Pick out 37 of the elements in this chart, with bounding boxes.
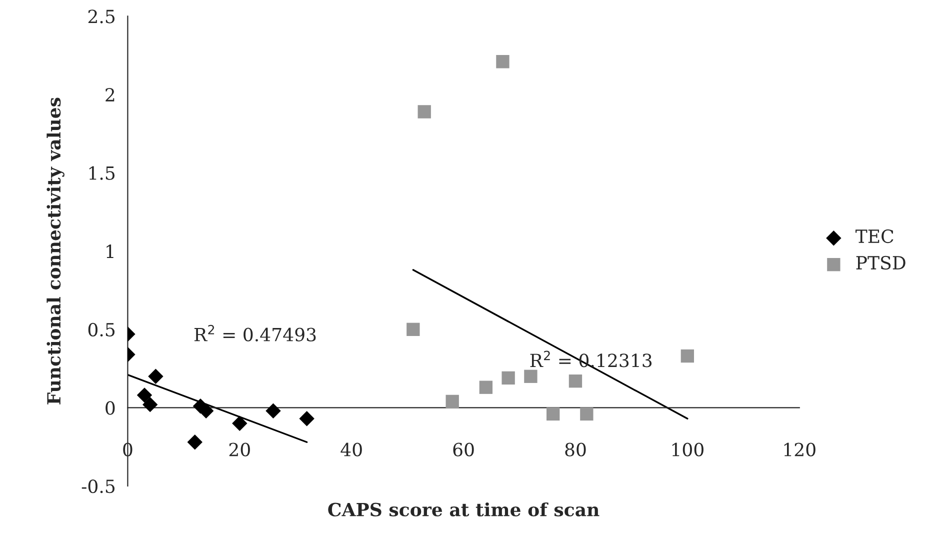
y-tick-label: 1	[106, 244, 114, 258]
y-tick-label: 2.5	[88, 10, 115, 24]
x-tick-label: 60	[453, 442, 474, 456]
point	[299, 411, 314, 426]
x-tick-label: 40	[340, 442, 362, 456]
point	[568, 374, 582, 388]
point	[502, 371, 515, 385]
annotation: R$^{2}$ = 0.47493	[194, 324, 316, 342]
y-axis-title: Functional connectivity values	[46, 98, 64, 404]
y-tick-label: 1.5	[89, 166, 115, 180]
point	[136, 388, 152, 403]
y-tick-label: 0.5	[88, 322, 115, 337]
y-tick-label: -0.5	[82, 479, 115, 494]
legend-label: TEC	[856, 229, 894, 244]
point	[148, 368, 164, 384]
annotation: R$^{2}$ = 0.12313	[530, 350, 652, 368]
legend-label: PTSD	[856, 256, 906, 270]
point	[418, 105, 431, 118]
point	[479, 380, 493, 394]
point	[496, 55, 510, 68]
y-tick-label: 0	[106, 401, 115, 415]
x-tick-label: 80	[565, 442, 586, 456]
point	[187, 434, 202, 450]
x-tick-label: 120	[784, 442, 816, 456]
x-tick-label: 100	[672, 442, 704, 456]
point	[580, 407, 594, 421]
point	[232, 416, 248, 431]
point	[266, 403, 281, 418]
point	[446, 394, 459, 408]
point	[680, 349, 694, 363]
y-tick-label: 2	[106, 88, 114, 102]
x-axis-title: CAPS score at time of scan	[328, 502, 600, 516]
point	[546, 407, 560, 421]
x-tick-label: 20	[229, 442, 250, 456]
point	[142, 396, 158, 412]
point	[524, 370, 538, 383]
point	[406, 322, 420, 336]
